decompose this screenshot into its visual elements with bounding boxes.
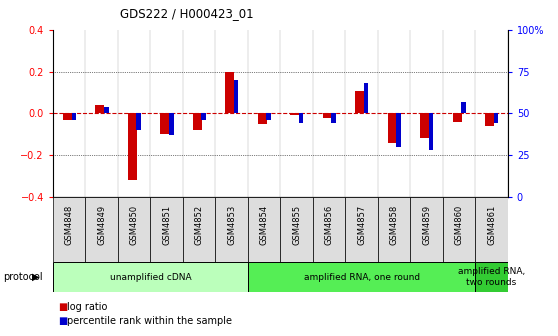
- Text: unamplified cDNA: unamplified cDNA: [110, 273, 191, 282]
- Bar: [378, 197, 410, 262]
- Bar: [201, 114, 206, 120]
- Bar: [151, 197, 183, 262]
- Text: log ratio: log ratio: [67, 302, 107, 312]
- Bar: [62, 114, 72, 120]
- Bar: [429, 114, 434, 150]
- Text: GSM4854: GSM4854: [259, 204, 268, 245]
- Bar: [95, 105, 104, 114]
- Bar: [410, 197, 443, 262]
- Bar: [169, 114, 174, 135]
- Bar: [128, 114, 137, 180]
- Text: percentile rank within the sample: percentile rank within the sample: [67, 316, 232, 326]
- Bar: [118, 197, 151, 262]
- Bar: [85, 197, 118, 262]
- Text: GSM4856: GSM4856: [325, 204, 334, 245]
- Bar: [290, 114, 299, 116]
- Text: amplified RNA, one round: amplified RNA, one round: [304, 273, 420, 282]
- Bar: [183, 197, 215, 262]
- Bar: [313, 197, 345, 262]
- Bar: [461, 102, 466, 114]
- Text: protocol: protocol: [3, 272, 42, 282]
- Bar: [258, 114, 267, 124]
- Bar: [323, 114, 331, 118]
- Bar: [104, 107, 109, 114]
- Bar: [53, 197, 85, 262]
- Bar: [299, 114, 304, 123]
- Bar: [345, 197, 378, 262]
- Text: GSM4853: GSM4853: [227, 204, 236, 245]
- Bar: [215, 197, 248, 262]
- Text: GSM4848: GSM4848: [65, 204, 74, 245]
- Bar: [225, 72, 234, 114]
- Bar: [485, 114, 494, 126]
- Text: ▶: ▶: [32, 272, 39, 282]
- Bar: [248, 197, 281, 262]
- Bar: [234, 80, 238, 114]
- Bar: [331, 114, 336, 123]
- Bar: [355, 90, 364, 114]
- Bar: [453, 114, 461, 122]
- Text: GSM4861: GSM4861: [487, 204, 496, 245]
- Text: GSM4859: GSM4859: [422, 204, 431, 245]
- Bar: [494, 114, 498, 123]
- Bar: [475, 197, 508, 262]
- Bar: [364, 83, 368, 114]
- Text: GSM4858: GSM4858: [389, 204, 398, 245]
- Text: GDS222 / H000423_01: GDS222 / H000423_01: [120, 7, 253, 20]
- Text: ■: ■: [59, 302, 68, 312]
- Bar: [160, 114, 169, 134]
- Text: GSM4849: GSM4849: [97, 204, 106, 245]
- Bar: [280, 197, 313, 262]
- Bar: [388, 114, 397, 142]
- Bar: [53, 262, 248, 292]
- Text: GSM4852: GSM4852: [195, 204, 204, 245]
- Bar: [71, 114, 76, 120]
- Text: GSM4850: GSM4850: [129, 204, 139, 245]
- Bar: [443, 197, 475, 262]
- Text: GSM4851: GSM4851: [162, 204, 171, 245]
- Bar: [475, 262, 508, 292]
- Bar: [137, 114, 141, 130]
- Bar: [420, 114, 429, 138]
- Bar: [396, 114, 401, 147]
- Bar: [248, 262, 475, 292]
- Bar: [266, 114, 271, 120]
- Text: ■: ■: [59, 316, 68, 326]
- Text: GSM4857: GSM4857: [357, 204, 366, 245]
- Text: GSM4855: GSM4855: [292, 204, 301, 245]
- Text: GSM4860: GSM4860: [455, 204, 464, 245]
- Text: amplified RNA,
two rounds: amplified RNA, two rounds: [458, 267, 525, 287]
- Bar: [193, 114, 202, 130]
